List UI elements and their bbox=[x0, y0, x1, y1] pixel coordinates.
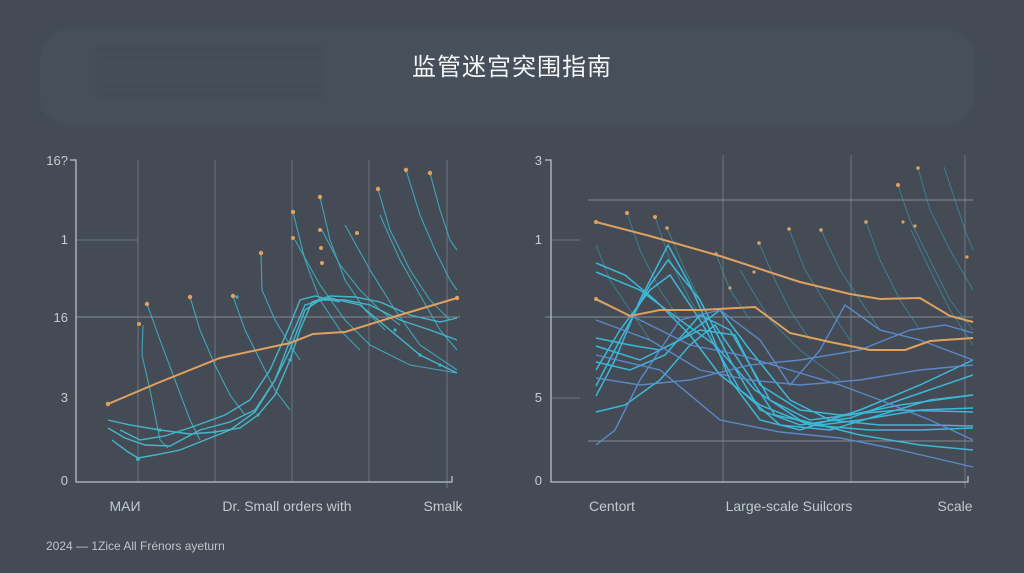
right-y-tick: 0 bbox=[534, 473, 542, 488]
right-x-label: Scale bbox=[937, 498, 973, 514]
right-orange-lower bbox=[595, 298, 974, 351]
left-peak-markers bbox=[105, 167, 460, 407]
right-y-tick: 3 bbox=[534, 153, 542, 168]
left-x-label: MAИ bbox=[109, 498, 141, 514]
left-trend-line bbox=[107, 297, 458, 405]
left-data-markers bbox=[136, 295, 442, 461]
left-chart bbox=[70, 159, 460, 488]
left-y-tick: 16? bbox=[46, 153, 68, 168]
left-axes bbox=[70, 159, 453, 483]
right-cyan-series bbox=[595, 243, 974, 451]
right-y-tick: 1 bbox=[534, 232, 542, 247]
banner-ghost-text bbox=[95, 42, 325, 102]
left-y-tick: 3 bbox=[60, 390, 68, 405]
right-gridlines bbox=[545, 155, 973, 488]
footer-caption: 2024 — 1Zice All Frénors ayeturn bbox=[46, 539, 225, 553]
left-x-label: Dr. Small orders with bbox=[222, 498, 352, 514]
left-gridlines bbox=[76, 160, 460, 488]
right-y-tick: 5 bbox=[534, 390, 542, 405]
right-blue-series bbox=[595, 299, 974, 468]
page-title: 监管迷宫突围指南 bbox=[412, 53, 612, 81]
right-axes bbox=[545, 159, 969, 483]
left-y-tick: 0 bbox=[60, 473, 68, 488]
right-orange-upper bbox=[595, 221, 974, 323]
right-peak-markers bbox=[594, 166, 969, 301]
right-chart bbox=[545, 155, 974, 488]
right-x-label: Large-scale Suilcors bbox=[725, 498, 853, 514]
left-envelope-series bbox=[107, 295, 458, 459]
left-x-label: Smalk bbox=[423, 498, 463, 514]
left-sawtooth-series bbox=[141, 169, 458, 449]
left-y-tick: 1 bbox=[60, 232, 68, 247]
right-sawtooth-series bbox=[595, 166, 974, 381]
right-x-label: Centort bbox=[589, 498, 635, 514]
left-y-tick: 16 bbox=[53, 310, 68, 325]
